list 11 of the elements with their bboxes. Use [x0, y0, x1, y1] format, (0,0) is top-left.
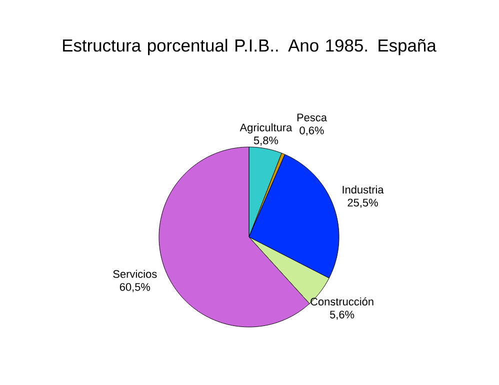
data-label: 25,5%	[348, 198, 378, 208]
slice-label: Servicios	[113, 270, 157, 278]
data-label: 5,8%	[254, 136, 278, 146]
chart-title: Estructura porcentual P.I.B.. Ano 1985. España	[63, 38, 436, 56]
slice-label: Industria	[342, 186, 384, 194]
slice-label: Agricultura	[240, 123, 292, 134]
slice-label: Pesca	[297, 114, 327, 122]
slice-label: Construcción	[310, 297, 374, 306]
data-label: 0,6%	[300, 126, 324, 136]
data-label: 5,6%	[330, 310, 354, 320]
data-label: 60,5%	[120, 283, 150, 292]
